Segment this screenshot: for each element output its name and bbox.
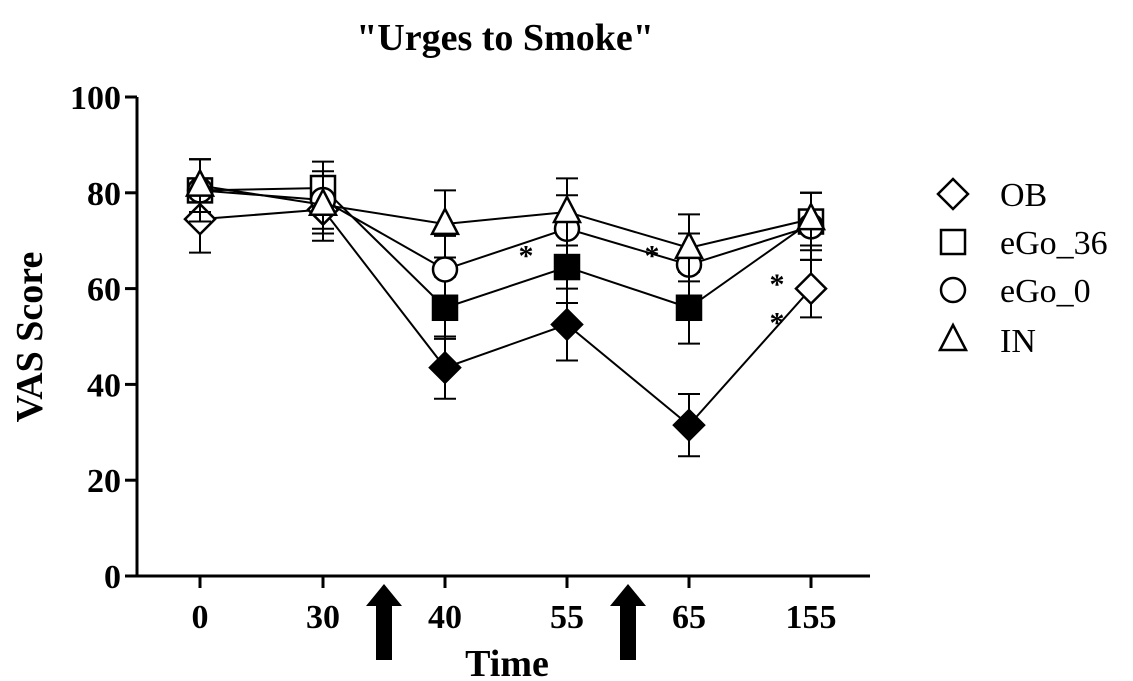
data-point — [673, 230, 705, 260]
time-arrow-icon — [366, 584, 402, 660]
data-point — [184, 167, 216, 197]
legend-label: eGo_0 — [1000, 273, 1091, 310]
y-axis-label: VAS Score — [9, 252, 51, 423]
legend-marker — [939, 276, 967, 304]
data-point — [431, 256, 459, 283]
series-in — [184, 158, 827, 283]
data-point — [551, 194, 583, 224]
data-point — [429, 206, 461, 236]
time-arrows — [366, 584, 646, 660]
significance-star: * — [770, 268, 785, 301]
legend-label: IN — [1000, 323, 1036, 360]
y-tick-label: 40 — [87, 367, 121, 404]
x-axis-label: Time — [465, 643, 549, 681]
x-tick-label: 30 — [306, 599, 340, 636]
series-line — [199, 184, 812, 249]
y-tick-label: 80 — [87, 176, 121, 213]
legend-marker — [937, 322, 969, 352]
data-point — [550, 307, 584, 342]
y-tick-label: 60 — [87, 272, 121, 309]
series-line — [199, 187, 812, 309]
series-line — [199, 208, 812, 427]
series-layer — [183, 158, 828, 458]
x-tick-label: 65 — [672, 599, 706, 636]
chart-title: "Urges to Smoke" — [356, 17, 654, 59]
data-point — [307, 187, 339, 217]
significance-star: * — [770, 307, 785, 340]
significance-star: * — [645, 239, 660, 272]
significance-star: * — [519, 239, 534, 272]
legend-label: OB — [1000, 177, 1047, 214]
data-point — [794, 271, 828, 306]
x-tick-label: 55 — [550, 599, 584, 636]
legend-marker — [939, 228, 967, 256]
x-tick-label: 155 — [786, 599, 837, 636]
y-tick-label: 0 — [104, 559, 121, 596]
x-tick-label: 40 — [428, 599, 462, 636]
y-tick-label: 20 — [87, 463, 121, 500]
series-line — [199, 189, 812, 271]
axes: 0 20 40 60 80 100 0 30 40 55 65 155 — [70, 80, 870, 636]
legend-marker — [936, 177, 970, 211]
significance-annotations: * * * * — [519, 239, 785, 339]
data-point — [675, 294, 703, 322]
series-ob — [183, 177, 828, 458]
x-tick-label: 0 — [192, 599, 209, 636]
legend: OB eGo_36 eGo_0 IN — [936, 177, 1108, 360]
y-tick-label: 100 — [70, 80, 121, 117]
data-point — [428, 350, 462, 385]
data-point — [672, 408, 706, 442]
data-point — [795, 201, 827, 231]
legend-label: eGo_36 — [1000, 225, 1108, 262]
time-arrow-icon — [610, 584, 646, 660]
